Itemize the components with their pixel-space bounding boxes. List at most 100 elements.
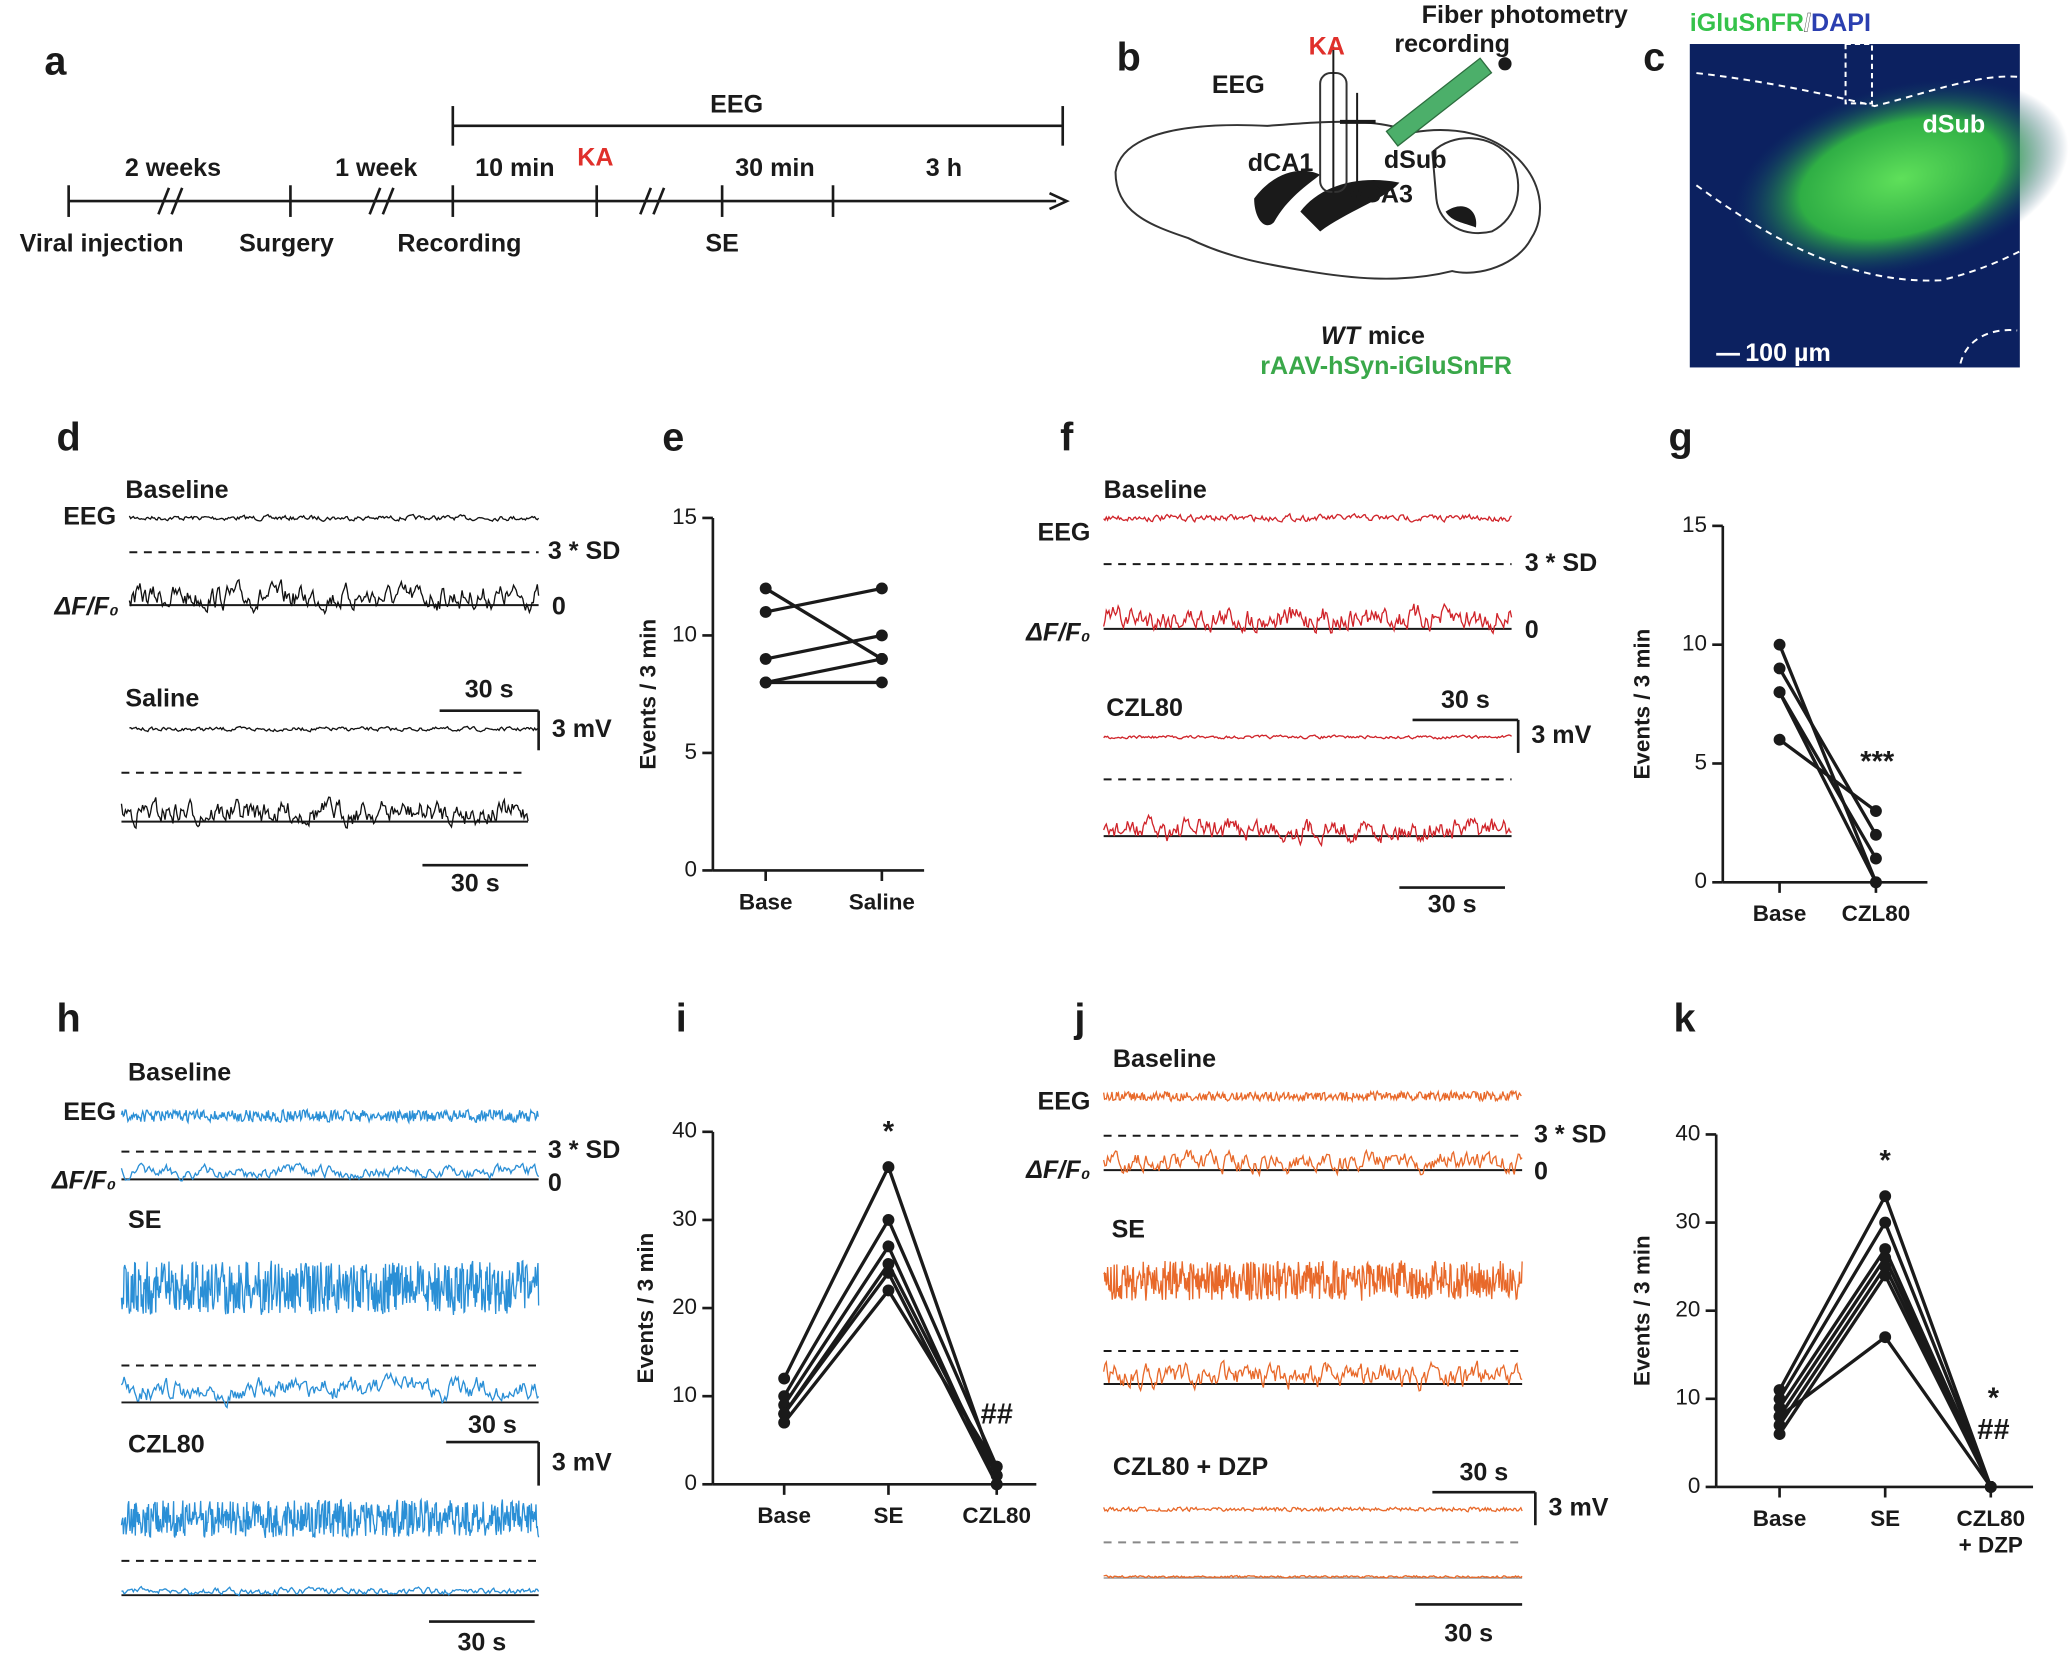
subject-line xyxy=(764,587,883,661)
x-tick-label: Base xyxy=(1753,1506,1807,1531)
data-point xyxy=(882,1161,895,1174)
trace xyxy=(1103,813,1512,848)
label: Surgery xyxy=(239,229,334,257)
data-point xyxy=(1879,1331,1892,1344)
trace xyxy=(1103,1574,1523,1579)
x-tick-label: + DZP xyxy=(1959,1532,2023,1557)
label: 30 s xyxy=(465,676,514,704)
label: Fiber photometry xyxy=(1422,1,1628,29)
y-tick-label: 10 xyxy=(672,621,697,646)
data-point xyxy=(1879,1260,1892,1273)
label: dCA1 xyxy=(1248,149,1314,177)
y-tick-label: 15 xyxy=(672,504,697,529)
label: CZL80 + DZP xyxy=(1113,1453,1268,1481)
trace xyxy=(121,1585,540,1597)
y-axis-label: Events / 3 min xyxy=(1630,1235,1655,1386)
data-point xyxy=(1869,805,1882,817)
trace xyxy=(1103,512,1512,523)
arrow-head xyxy=(1048,191,1070,211)
panel-letter: b xyxy=(1117,35,1141,79)
label: 30 s xyxy=(451,870,500,898)
label: rAAV-hSyn-iGluSnFR xyxy=(1260,352,1512,380)
y-axis-label: Events / 3 min xyxy=(633,1233,658,1384)
boundary xyxy=(1696,72,2020,108)
label: 30 min xyxy=(735,154,814,182)
hippocampus xyxy=(1254,170,1321,226)
panel-letter: d xyxy=(57,416,81,460)
trace xyxy=(120,1259,540,1315)
x-tick-label: SE xyxy=(873,1503,903,1528)
label: dSub xyxy=(1922,110,1985,138)
panel-letter: j xyxy=(1073,996,1085,1040)
y-tick-label: 0 xyxy=(1688,1473,1700,1498)
label: 100 µm xyxy=(1745,339,1831,367)
trace xyxy=(120,1107,539,1125)
y-tick-label: 10 xyxy=(1682,631,1707,656)
label: Baseline xyxy=(1104,476,1207,504)
cerebellum xyxy=(1431,137,1520,235)
subject-line xyxy=(1778,1272,1993,1488)
subject-line xyxy=(765,657,883,685)
y-axis-label: Events / 3 min xyxy=(1630,629,1655,780)
stain-label: iGluSnFR/DAPI xyxy=(1690,9,1871,37)
y-axis-label: Events / 3 min xyxy=(635,619,660,770)
label: 0 xyxy=(1525,616,1539,644)
significance: *** xyxy=(1860,746,1895,778)
label: vCA3 xyxy=(1349,180,1413,208)
trace xyxy=(128,578,540,616)
y-tick-label: 10 xyxy=(672,1382,697,1407)
data-point xyxy=(990,1460,1003,1473)
trace xyxy=(1103,1506,1523,1513)
y-tick-label: 30 xyxy=(1675,1208,1700,1233)
data-point xyxy=(778,1416,791,1429)
significance: ## xyxy=(1977,1414,2009,1446)
break xyxy=(381,187,395,215)
break xyxy=(368,187,382,215)
label: EEG xyxy=(1212,71,1265,99)
significance: * xyxy=(883,1116,895,1148)
data-point xyxy=(990,1478,1003,1491)
y-tick-label: 0 xyxy=(685,1470,697,1495)
data-point xyxy=(1869,828,1882,841)
panel-letter: i xyxy=(676,996,687,1040)
data-point xyxy=(1773,1428,1786,1441)
fiber-syringe xyxy=(1385,57,1493,147)
label: 3 * SD xyxy=(1525,549,1597,577)
data-point xyxy=(875,652,888,665)
y-tick-label: 20 xyxy=(1675,1297,1700,1322)
label: KA xyxy=(577,143,613,171)
label: EEG xyxy=(1037,1087,1090,1115)
label: EEG xyxy=(1037,518,1090,546)
subject-line xyxy=(1778,667,1878,836)
data-point xyxy=(759,605,772,618)
data-point xyxy=(882,1240,895,1253)
x-tick-label: CZL80 xyxy=(1842,901,1911,926)
label: dSub xyxy=(1384,146,1447,174)
significance: * xyxy=(1880,1145,1892,1177)
data-point xyxy=(1869,852,1882,865)
subject-line xyxy=(782,1162,999,1477)
label: CZL80 xyxy=(128,1431,205,1459)
data-point xyxy=(1879,1251,1892,1264)
x-tick-label: Saline xyxy=(849,889,915,914)
trace xyxy=(120,1162,540,1182)
signal-label: ΔF/F₀ xyxy=(1025,619,1090,647)
break xyxy=(652,187,666,215)
label: 0 xyxy=(1534,1157,1548,1185)
break xyxy=(170,187,184,215)
stain-green: iGluSnFR xyxy=(1690,9,1804,37)
trace xyxy=(129,725,539,733)
stain-blue: DAPI xyxy=(1811,9,1871,37)
label: Baseline xyxy=(125,476,228,504)
panel-letter: k xyxy=(1673,996,1696,1040)
iglusnfr-signal xyxy=(1733,78,2069,279)
data-point xyxy=(882,1213,895,1226)
data-point xyxy=(882,1284,895,1297)
subject-line xyxy=(1778,738,1877,813)
fiber-track xyxy=(1844,43,1873,105)
subject-line xyxy=(1778,691,1878,884)
mice-word: mice xyxy=(1368,322,1425,350)
trace xyxy=(1103,1260,1523,1301)
y-tick-label: 15 xyxy=(1682,512,1707,537)
x-tick-label: SE xyxy=(1870,1506,1900,1531)
